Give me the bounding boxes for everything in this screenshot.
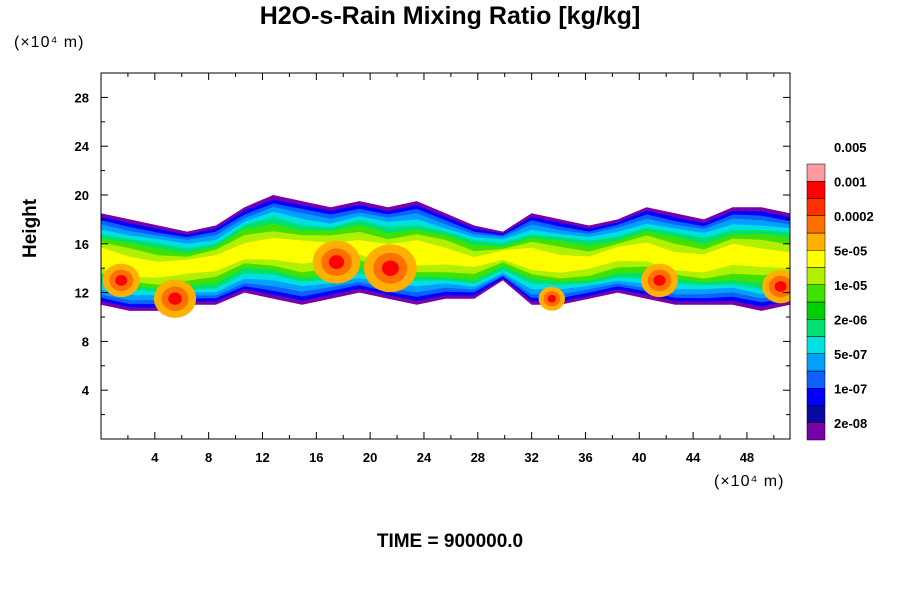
y-tick-label: 16 bbox=[75, 237, 89, 252]
colorbar-swatch bbox=[806, 370, 826, 389]
colorbar-label: 0.005 bbox=[834, 140, 867, 155]
y-tick-label: 4 bbox=[82, 383, 90, 398]
time-label: TIME = 900000.0 bbox=[376, 531, 524, 552]
rain-hotspot-core bbox=[168, 292, 182, 305]
x-tick-label: 12 bbox=[255, 450, 269, 465]
colorbar-swatch bbox=[806, 319, 826, 337]
x-unit-label: (×10⁴ m) bbox=[714, 473, 785, 490]
colorbar-swatch bbox=[806, 301, 826, 320]
colorbar-label: 5e-07 bbox=[834, 347, 867, 362]
y-axis: 4 8 12 16 20 24 28 bbox=[75, 90, 790, 416]
x-tick-label: 20 bbox=[363, 450, 377, 465]
colorbar-label: 1e-05 bbox=[834, 278, 867, 293]
rain-field bbox=[101, 195, 790, 318]
x-tick-label: 8 bbox=[205, 450, 212, 465]
x-tick-label: 16 bbox=[309, 450, 323, 465]
rain-hotspot-core bbox=[547, 294, 557, 303]
x-tick-label: 32 bbox=[524, 450, 538, 465]
rain-hotspot-core bbox=[328, 255, 345, 270]
colorbar-label: 0.0002 bbox=[834, 209, 874, 224]
y-tick-label: 8 bbox=[82, 334, 89, 349]
colorbar-label: 2e-06 bbox=[834, 312, 867, 327]
plot-frame bbox=[100, 72, 791, 440]
colorbar-swatch bbox=[806, 353, 826, 372]
x-tick-label: 36 bbox=[578, 450, 592, 465]
colorbar-swatch bbox=[806, 198, 826, 216]
rain-hotspot-core bbox=[653, 275, 666, 286]
rain-contour-layer bbox=[101, 238, 790, 278]
colorbar-swatch bbox=[806, 163, 826, 182]
x-tick-label: 44 bbox=[686, 450, 701, 465]
x-tick-label: 4 bbox=[151, 450, 159, 465]
colorbar-swatch bbox=[806, 232, 826, 251]
colorbar-swatch bbox=[806, 388, 826, 406]
x-tick-label: 28 bbox=[471, 450, 485, 465]
rain-hotspot-core bbox=[381, 260, 399, 276]
colorbar-label: 5e-05 bbox=[834, 243, 867, 258]
x-tick-label: 48 bbox=[740, 450, 754, 465]
colorbar-swatch bbox=[806, 181, 826, 199]
colorbar-swatch bbox=[806, 284, 826, 303]
colorbar-swatch bbox=[806, 422, 826, 441]
colorbar: 2e-08 1e-07 5e-07 2e-06 1e-05 5e-05 0.0002 0.00… bbox=[806, 140, 874, 441]
y-unit-label: (×10⁴ m) bbox=[14, 34, 85, 51]
colorbar-label: 0.001 bbox=[834, 174, 867, 189]
x-tick-label: 24 bbox=[417, 450, 432, 465]
colorbar-label: 2e-08 bbox=[834, 416, 867, 431]
rain-hotspot-core bbox=[774, 281, 787, 292]
x-tick-label: 40 bbox=[632, 450, 646, 465]
x-axis: 4 8 12 16 20 24 28 32 36 40 44 48 bbox=[127, 73, 775, 465]
colorbar-swatch bbox=[806, 405, 826, 423]
colorbar-swatch bbox=[806, 267, 826, 285]
y-tick-label: 24 bbox=[75, 139, 90, 154]
colorbar-label: 1e-07 bbox=[834, 381, 867, 396]
colorbar-swatch bbox=[806, 215, 826, 234]
y-tick-label: 28 bbox=[75, 90, 89, 105]
y-tick-label: 20 bbox=[75, 188, 89, 203]
chart-title: H2O-s-Rain Mixing Ratio [kg/kg] bbox=[259, 2, 641, 30]
y-tick-label: 12 bbox=[75, 286, 89, 301]
colorbar-swatch bbox=[806, 250, 826, 268]
rain-hotspot-core bbox=[115, 275, 128, 286]
colorbar-swatch bbox=[806, 336, 826, 354]
